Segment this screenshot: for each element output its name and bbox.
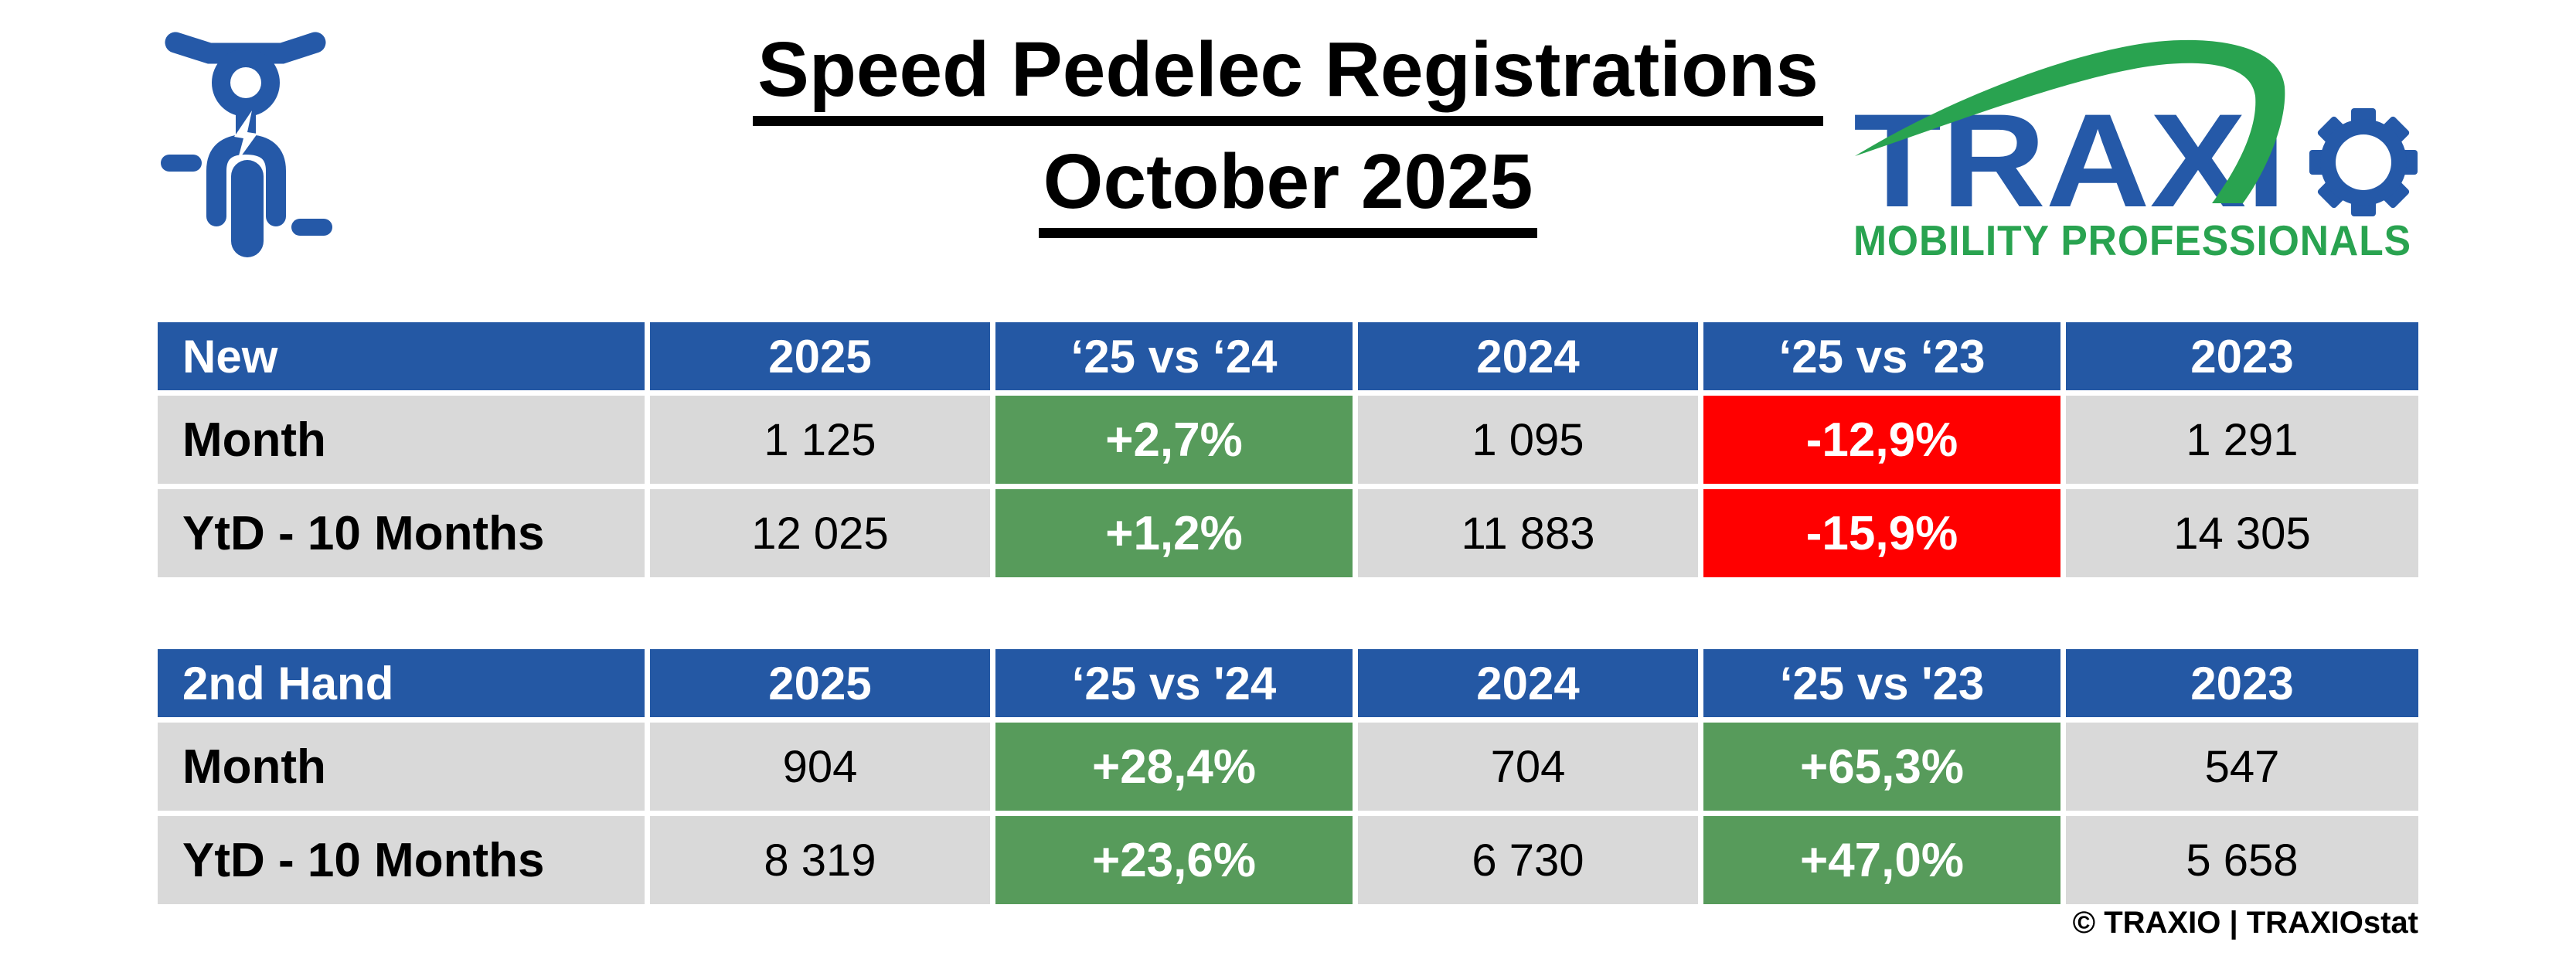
header-new: New [158, 322, 645, 390]
cell-month-25v23: -12,9% [1703, 396, 2060, 484]
header-2023: 2023 [2066, 322, 2418, 390]
left-dash [161, 155, 202, 172]
cell-ytd-2023: 14 305 [2066, 489, 2418, 577]
header-25-vs-24: ‘25 vs ‘24 [995, 322, 1353, 390]
cell-ytd-2024: 6 730 [1358, 816, 1698, 904]
row-label-month: Month [158, 723, 645, 811]
cell-month-25v23: +65,3% [1703, 723, 2060, 811]
cell-month-25v24: +2,7% [995, 396, 1353, 484]
title-line-1: Speed Pedelec Registrations [753, 31, 1823, 126]
wheel-shape [231, 160, 264, 257]
cell-ytd-25v24: +1,2% [995, 489, 1353, 577]
cell-ytd-2024: 11 883 [1358, 489, 1698, 577]
cell-ytd-2025: 12 025 [650, 489, 990, 577]
cell-month-2025: 1 125 [650, 396, 990, 484]
logo-tagline: MOBILITY PROFESSIONALS [1853, 216, 2411, 264]
cell-month-2023: 1 291 [2066, 396, 2418, 484]
logo-wordmark: TRAXI [1853, 87, 2286, 235]
row-label-month: Month [158, 396, 645, 484]
header-2025: 2025 [650, 649, 990, 717]
cell-ytd-25v23: -15,9% [1703, 489, 2060, 577]
header-25-vs-23: ‘25 vs ‘23 [1703, 322, 2060, 390]
cell-ytd-2023: 5 658 [2066, 816, 2418, 904]
header-2nd-hand: 2nd Hand [158, 649, 645, 717]
header-2023: 2023 [2066, 649, 2418, 717]
row-label-ytd: YtD - 10 Months [158, 489, 645, 577]
cell-ytd-25v23: +47,0% [1703, 816, 2060, 904]
header-2024: 2024 [1358, 649, 1698, 717]
right-dash [291, 219, 332, 236]
cell-month-2025: 904 [650, 723, 990, 811]
gear-icon [2309, 108, 2418, 216]
e-bike-icon [161, 32, 332, 257]
traxio-logo: TRAXI MOBILITY PROFESSIONALS [1853, 39, 2418, 264]
cell-ytd-25v24: +23,6% [995, 816, 1353, 904]
header-25-vs-23: ‘25 vs '23 [1703, 649, 2060, 717]
headlight-hole [230, 67, 261, 98]
header-25-vs-24: ‘25 vs '24 [995, 649, 1353, 717]
cell-month-2023: 547 [2066, 723, 2418, 811]
cell-month-2024: 1 095 [1358, 396, 1698, 484]
cell-ytd-2025: 8 319 [650, 816, 990, 904]
cell-month-25v24: +28,4% [995, 723, 1353, 811]
row-label-ytd: YtD - 10 Months [158, 816, 645, 904]
copyright-credit: © TRAXIO | TRAXIOstat [2072, 906, 2418, 940]
cell-month-2024: 704 [1358, 723, 1698, 811]
lightning-bolt-icon [234, 111, 257, 162]
swoosh-icon [1855, 39, 2285, 203]
page-title: Speed Pedelec Registrations October 2025 [0, 31, 2576, 238]
title-line-2: October 2025 [1038, 143, 1538, 238]
table-new: New 2025 ‘25 vs ‘24 2024 ‘25 vs ‘23 2023… [158, 322, 2418, 577]
header-2025: 2025 [650, 322, 990, 390]
header-2024: 2024 [1358, 322, 1698, 390]
table-2nd-hand: 2nd Hand 2025 ‘25 vs '24 2024 ‘25 vs '23… [158, 649, 2418, 904]
